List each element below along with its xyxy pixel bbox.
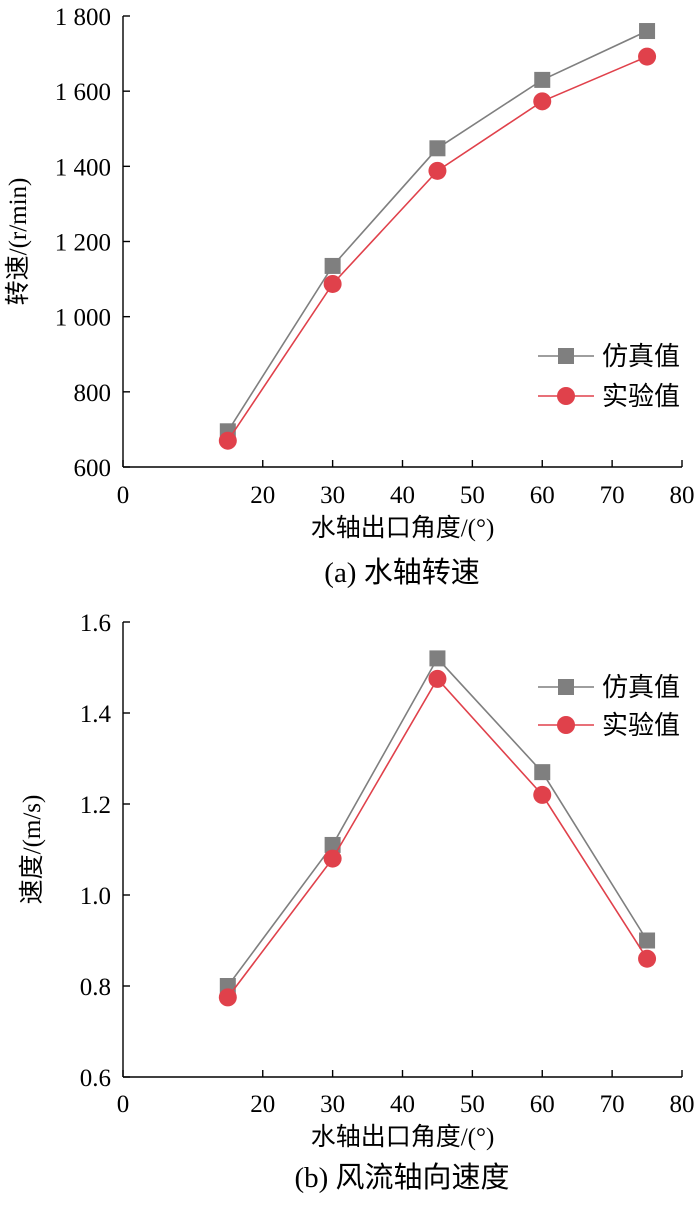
x-tick-label: 60: [530, 482, 555, 509]
y-tick-label: 1 200: [55, 230, 111, 257]
data-point-circle: [533, 92, 552, 111]
data-point-circle: [428, 161, 447, 180]
y-axis-title: 速度/(m/s): [18, 795, 46, 905]
x-tick-label: 60: [530, 1091, 555, 1118]
legend-marker-square: [558, 679, 574, 695]
x-tick-label: 20: [250, 1091, 275, 1118]
y-tick-label: 600: [74, 455, 112, 482]
data-point-square: [639, 23, 656, 40]
data-point-square: [429, 140, 446, 157]
x-tick-label: 0: [117, 482, 130, 509]
data-point-circle: [638, 949, 657, 968]
x-tick-label: 70: [600, 482, 625, 509]
x-tick-label: 30: [320, 1091, 345, 1118]
x-tick-label: 80: [670, 1091, 695, 1118]
y-tick-label: 1 600: [55, 79, 111, 106]
x-axis-title: 水轴出口角度/(°): [311, 514, 495, 542]
x-tick-label: 50: [460, 1091, 485, 1118]
data-point-circle: [428, 669, 447, 688]
series-line-2: [227, 55, 648, 442]
legend-label: 仿真值: [602, 342, 680, 371]
series-line-1: [227, 30, 648, 432]
data-point-circle: [533, 785, 552, 804]
y-tick-label: 1.6: [80, 610, 111, 637]
data-point-square: [324, 836, 341, 853]
y-tick-label: 1.4: [80, 701, 112, 728]
data-point-circle: [218, 988, 237, 1007]
y-tick-label: 0.8: [80, 974, 111, 1001]
legend-marker-circle: [557, 716, 575, 734]
x-tick-label: 0: [117, 1091, 130, 1118]
y-axis-title: 转速/(r/min): [4, 178, 32, 306]
x-tick-label: 40: [390, 482, 415, 509]
data-point-square: [534, 764, 551, 781]
legend-label: 实验值: [602, 711, 680, 740]
data-point-square: [429, 650, 446, 667]
x-tick-label: 50: [460, 482, 485, 509]
chart-caption: (b) 风流轴向速度: [294, 1161, 509, 1194]
x-tick-label: 20: [250, 482, 275, 509]
x-tick-label: 40: [390, 1091, 415, 1118]
y-tick-label: 1.2: [80, 792, 111, 819]
y-tick-label: 1 000: [55, 305, 111, 332]
chart-caption: (a) 水轴转速: [324, 556, 479, 589]
y-tick-label: 1 800: [55, 4, 111, 31]
legend-label: 仿真值: [602, 673, 680, 702]
y-tick-label: 800: [74, 380, 112, 407]
series-line-1: [227, 657, 648, 987]
x-tick-label: 70: [600, 1091, 625, 1118]
data-point-circle: [323, 849, 342, 868]
x-tick-label: 30: [320, 482, 345, 509]
y-tick-label: 0.6: [80, 1065, 111, 1092]
data-point-circle: [218, 431, 237, 450]
data-point-circle: [323, 274, 342, 293]
data-point-square: [534, 71, 551, 88]
chart-b: 0 20 30 40 50 60 70 80 0.6 0.8 1.0 1.2 1.4 1.6 水轴出口角度/…: [18, 610, 695, 1194]
x-tick-label: 80: [670, 482, 695, 509]
legend-marker-circle: [557, 387, 575, 405]
data-point-circle: [638, 47, 657, 66]
data-point-square: [639, 932, 656, 949]
x-axis-title: 水轴出口角度/(°): [311, 1123, 495, 1151]
legend-label: 实验值: [602, 382, 680, 411]
chart-a: 0 20 30 40 50 60 70 80 600 800 1 000 1 200 1 400 1 60…: [4, 4, 695, 589]
data-point-square: [324, 257, 341, 274]
y-tick-label: 1.0: [80, 883, 111, 910]
y-tick-label: 1 400: [55, 154, 111, 181]
legend-marker-square: [558, 348, 574, 364]
